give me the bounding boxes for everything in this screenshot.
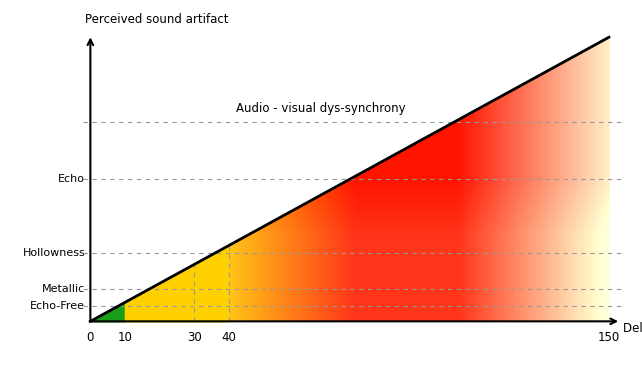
Text: Perceived sound artifact: Perceived sound artifact	[85, 13, 229, 26]
Text: Delay (ms): Delay (ms)	[623, 322, 642, 335]
Text: Hollowness: Hollowness	[22, 248, 85, 258]
Text: Echo: Echo	[58, 174, 85, 184]
Text: Audio - visual dys-synchrony: Audio - visual dys-synchrony	[236, 102, 405, 115]
Text: Metallic: Metallic	[42, 284, 85, 294]
Text: Echo-Free: Echo-Free	[30, 301, 85, 311]
